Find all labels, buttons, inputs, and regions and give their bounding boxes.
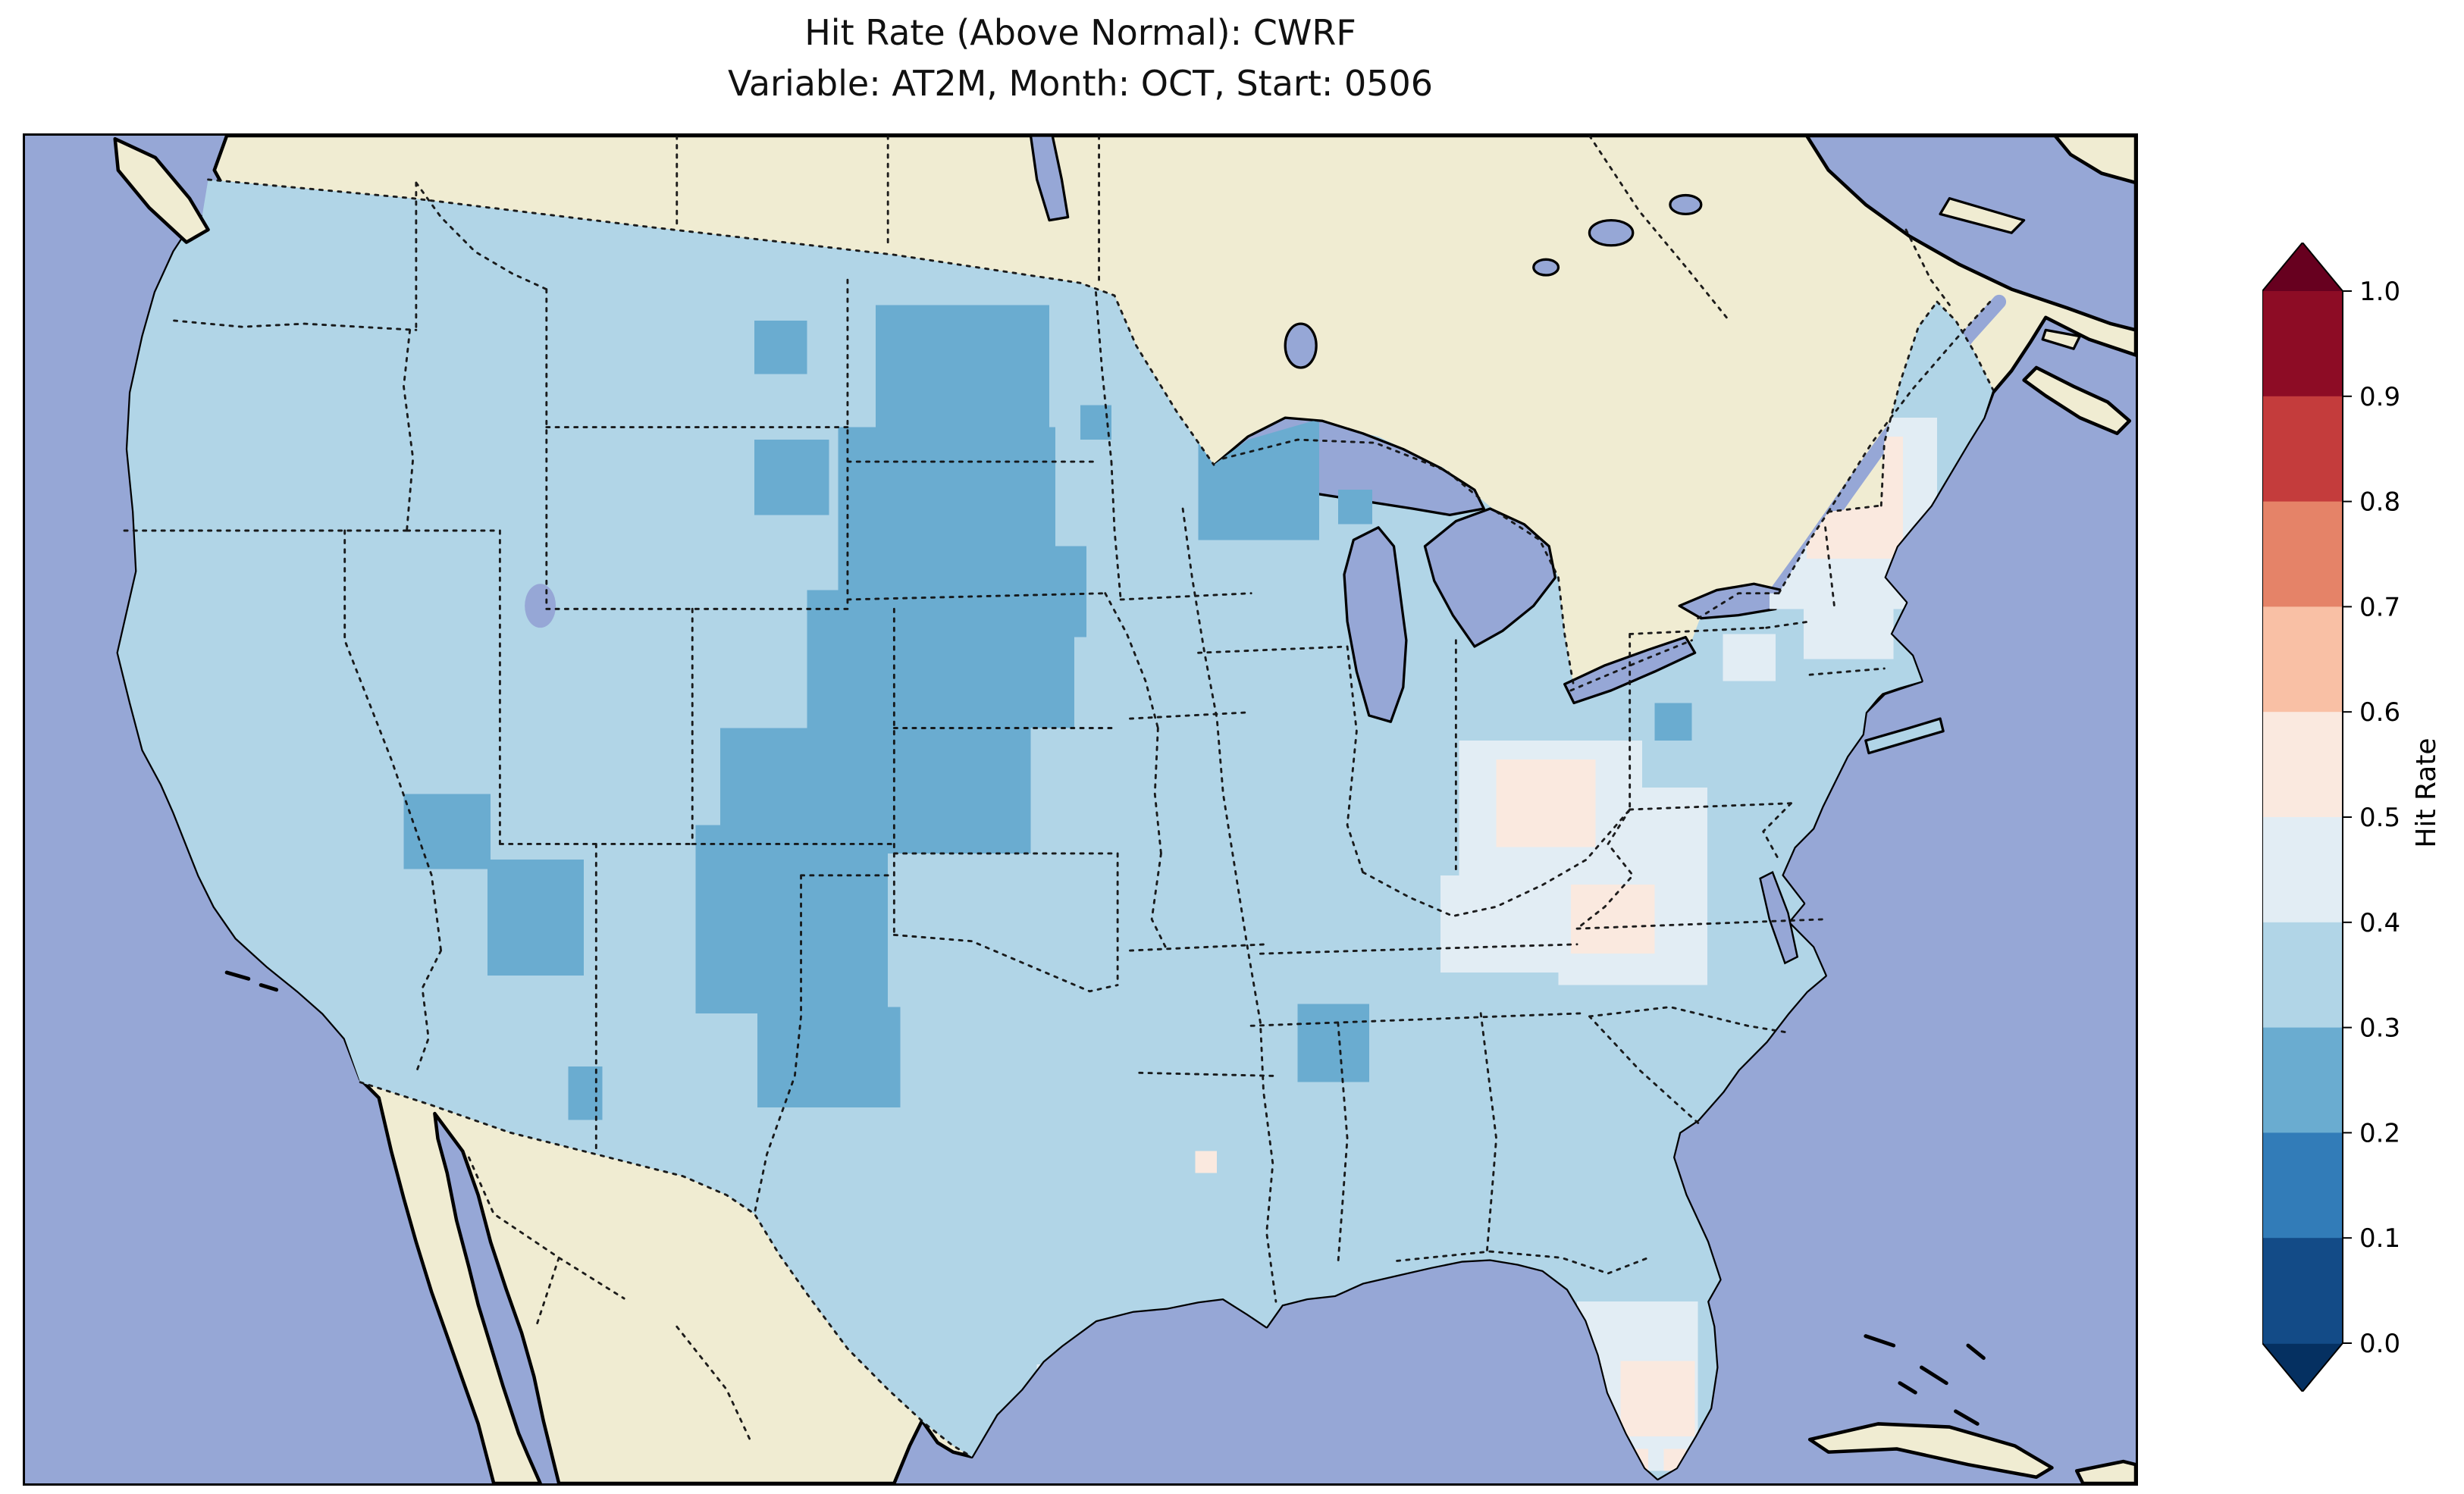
map-canvas <box>25 136 2136 1483</box>
hitrate-cell-0.4-0.5 <box>1440 875 1571 973</box>
hitrate-cell-0.2-0.3 <box>813 1007 901 1107</box>
hitrate-cell-0.2-0.3 <box>754 440 829 515</box>
great-salt-lake <box>525 584 556 628</box>
colorbar-bins <box>2262 291 2343 1344</box>
colorbar-tick-label: 0.7 <box>2359 592 2400 622</box>
canadian-lake-2 <box>1669 193 1703 216</box>
newfoundland <box>2053 136 2136 185</box>
colorbar-tick-label: 0.9 <box>2359 382 2400 412</box>
prince-edward-island <box>2041 328 2081 350</box>
chesapeake-bay <box>1759 870 1799 965</box>
nova-scotia <box>2022 365 2132 436</box>
lake-michigan <box>1343 526 1408 723</box>
colorbar-tick-label: 0.8 <box>2359 487 2400 518</box>
canadian-lake-3 <box>1532 258 1560 277</box>
colorbar: 1.0 0.9 0.8 0.7 0.6 0.5 0.4 0.3 0.2 0.1 0.0 <box>2262 243 2400 1392</box>
lake-huron <box>1423 507 1557 648</box>
colorbar-tick-label: 0.6 <box>2359 697 2400 728</box>
colorbar-bin-0.9-1.0 <box>2262 291 2343 397</box>
colorbar-bin-0.7-0.8 <box>2262 501 2343 608</box>
hitrate-cell-0.2-0.3 <box>1080 405 1111 440</box>
plot-title: Hit Rate (Above Normal): CWRF Variable: … <box>23 8 2138 108</box>
vancouver-island <box>113 136 210 244</box>
colorbar-bin-0.4-0.5 <box>2262 817 2343 923</box>
long-island <box>1864 717 1945 755</box>
cuba <box>1807 1422 2054 1480</box>
colorbar-tick-label: 0.5 <box>2359 803 2400 833</box>
colorbar-axis-label: Hit Rate <box>2411 738 2442 848</box>
title-line-1: Hit Rate (Above Normal): CWRF <box>804 12 1356 53</box>
colorbar-bin-0.8-0.9 <box>2262 396 2343 503</box>
colorbar-bin-0.3-0.4 <box>2262 922 2343 1029</box>
hitrate-cell-0.2-0.3 <box>568 1066 603 1120</box>
hitrate-patches <box>403 305 1937 1471</box>
colorbar-tick-label: 0.0 <box>2359 1329 2400 1359</box>
hitrate-cell-0.4-0.5 <box>1723 634 1776 681</box>
title-line-2: Variable: AT2M, Month: OCT, Start: 0506 <box>727 62 1434 104</box>
colorbar-over-arrow <box>2262 243 2343 291</box>
map-axes <box>23 133 2138 1486</box>
hitrate-cell-0.2-0.3 <box>875 305 1050 428</box>
gulf-of-st-lawrence <box>1804 136 2136 332</box>
hitrate-cell-0.5-0.6 <box>1496 759 1596 847</box>
colorbar-bin-0.2-0.3 <box>2262 1027 2343 1134</box>
channel-islands <box>224 970 279 992</box>
bahamas-islets <box>1864 1334 1986 1426</box>
hitrate-cell-0.5-0.6 <box>1570 885 1655 954</box>
anticosti-island <box>1939 197 2026 234</box>
colorbar-under-arrow <box>2262 1343 2343 1392</box>
hitrate-cell-0.2-0.3 <box>754 320 807 374</box>
colorbar-bin-0.6-0.7 <box>2262 606 2343 713</box>
islands <box>113 136 2136 1483</box>
colorbar-bin-0.1-0.2 <box>2262 1132 2343 1239</box>
hitrate-cell-0.2-0.3 <box>807 590 1074 728</box>
hitrate-cell-0.5-0.6 <box>1620 1361 1695 1436</box>
colorbar-tick-label: 0.3 <box>2359 1013 2400 1044</box>
colorbar-bin-0.5-0.6 <box>2262 712 2343 818</box>
colorbar-tick-label: 0.1 <box>2359 1223 2400 1254</box>
hitrate-cell-0.2-0.3 <box>487 860 584 976</box>
colorbar-tick-label: 0.2 <box>2359 1118 2400 1148</box>
hitrate-cell-0.2-0.3 <box>1297 1004 1369 1082</box>
international-borders <box>207 178 1995 1458</box>
lake-erie <box>1563 635 1697 705</box>
hitrate-cell-0.2-0.3 <box>1654 703 1692 741</box>
colorbar-bin-0.0-0.1 <box>2262 1238 2343 1344</box>
hitrate-cell-0.2-0.3 <box>403 794 491 869</box>
hitrate-cell-0.4-0.5 <box>1803 596 1894 659</box>
lake-nipigon <box>1284 322 1318 369</box>
colorbar-tick-label: 0.4 <box>2359 908 2400 938</box>
hitrate-cell-0.2-0.3 <box>1337 490 1372 525</box>
hispaniola <box>2074 1459 2136 1483</box>
colorbar-tick-label: 1.0 <box>2359 277 2400 307</box>
hitrate-cell-0.2-0.3 <box>695 825 889 1013</box>
canadian-lake-1 <box>1588 218 1635 247</box>
lake-winnipeg <box>1029 136 1070 222</box>
colorbar-ticks: 1.0 0.9 0.8 0.7 0.6 0.5 0.4 0.3 0.2 0.1 0.0 <box>2343 277 2400 1359</box>
hitrate-cell-0.4-0.5 <box>1638 788 1708 888</box>
state-borders <box>123 136 1951 1444</box>
hitrate-cell-0.5-0.6 <box>1195 1151 1218 1173</box>
